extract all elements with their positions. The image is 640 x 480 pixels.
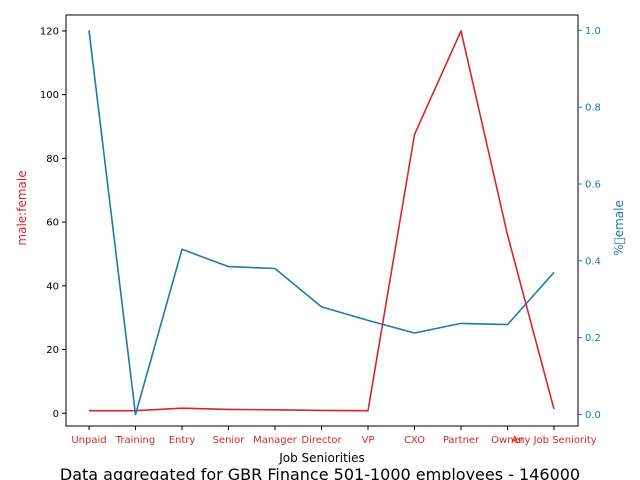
right-tick-label: 0.2 — [585, 333, 601, 344]
left-tick-label: 60 — [46, 218, 59, 229]
x-tick-label: VP — [362, 435, 375, 446]
right-y-axis: 0.0 0.2 0.4 0.6 0.8 1.0 — [578, 26, 601, 421]
x-tick-label: Any Job Seniority — [511, 435, 596, 446]
x-tick-label: Partner — [443, 435, 480, 446]
x-tick-label: Entry — [169, 435, 196, 446]
left-y-axis: 0 20 40 60 80 100 120 — [40, 26, 66, 420]
x-axis-label: Job Seniorities — [278, 451, 365, 465]
left-tick-label: 20 — [46, 345, 59, 356]
right-tick-label: 0.4 — [585, 256, 601, 267]
right-tick-label: 1.0 — [585, 26, 601, 37]
right-tick-label: 0.6 — [585, 180, 601, 191]
plot-frame — [65, 14, 579, 427]
right-tick-label: 0.8 — [585, 103, 601, 114]
left-tick-label: 100 — [40, 90, 59, 101]
x-tick-label: Senior — [213, 435, 246, 446]
left-tick-label: 40 — [46, 281, 59, 292]
x-tick-label: Manager — [253, 435, 298, 446]
left-tick-label: 80 — [46, 154, 59, 165]
left-tick-label: 120 — [40, 26, 59, 37]
left-tick-label: 0 — [53, 409, 59, 420]
x-axis: Unpaid Training Entry Senior Manager Director… — [71, 426, 597, 446]
x-tick-label: Director — [301, 435, 342, 446]
male-female-ratio-line — [89, 30, 555, 412]
series-lines — [88, 30, 555, 416]
pct-female-line — [88, 30, 555, 416]
right-y-axis-label: % emale — [612, 200, 626, 256]
chart-caption: Data aggregated for GBR Finance 501-1000… — [60, 465, 580, 480]
x-tick-label: Owner — [491, 435, 525, 446]
x-tick-label: Unpaid — [71, 435, 106, 446]
right-tick-label: 0.0 — [585, 410, 601, 421]
x-tick-label: Training — [115, 435, 155, 446]
left-y-axis-label: male:female — [15, 170, 29, 245]
x-tick-label: CXO — [404, 435, 425, 446]
